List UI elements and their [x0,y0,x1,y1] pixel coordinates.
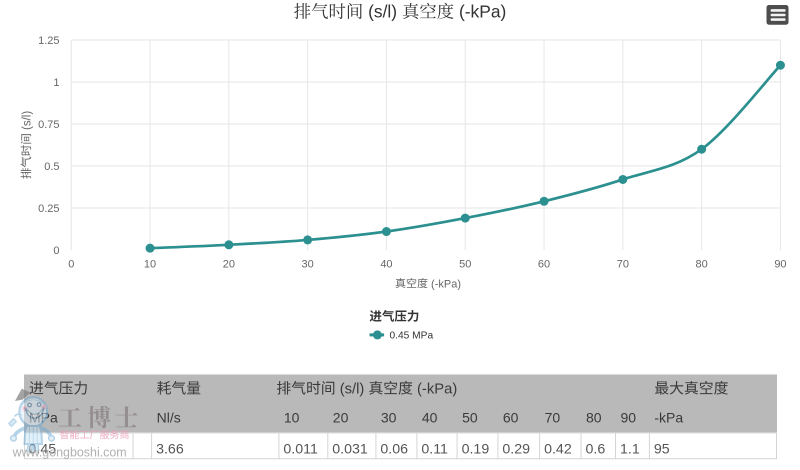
svg-text:(s/l): (s/l) [363,2,402,22]
svg-text:(-kPa): (-kPa) [413,381,457,397]
svg-text:1.25: 1.25 [38,35,59,47]
svg-text:0: 0 [53,245,59,257]
svg-text:0.11: 0.11 [421,441,448,457]
svg-text:0.19: 0.19 [462,441,490,457]
svg-text:70: 70 [617,258,629,270]
svg-text:(-kPa): (-kPa) [428,278,461,290]
svg-text:10: 10 [284,410,300,426]
svg-text:0.42: 0.42 [544,441,572,457]
svg-text:90: 90 [621,410,637,426]
svg-text:0.06: 0.06 [380,441,408,457]
svg-text:0.29: 0.29 [502,441,530,457]
svg-text:0: 0 [68,258,74,270]
svg-text:80: 80 [696,258,708,270]
svg-text:60: 60 [503,410,519,426]
svg-text:10: 10 [144,258,156,270]
svg-text:1.1: 1.1 [620,441,640,457]
svg-text:40: 40 [422,410,438,426]
svg-text:(s/l): (s/l) [21,111,33,134]
svg-text:-kPa: -kPa [654,410,683,426]
svg-text:70: 70 [545,410,561,426]
svg-text:0.6: 0.6 [586,441,606,457]
svg-text:Nl/s: Nl/s [157,410,181,426]
svg-text:20: 20 [333,410,349,426]
svg-text:40: 40 [380,258,392,270]
svg-text:20: 20 [223,258,235,270]
svg-text:90: 90 [774,258,786,270]
svg-text:(-kPa): (-kPa) [454,2,506,22]
svg-text:0.011: 0.011 [283,441,318,457]
svg-text:www.gongboshi.com: www.gongboshi.com [12,446,127,460]
svg-text:0.75: 0.75 [38,119,59,131]
svg-text:0.45 MPa: 0.45 MPa [390,331,434,342]
svg-text:(s/l): (s/l) [336,381,369,397]
svg-text:50: 50 [459,258,471,270]
svg-text:1: 1 [53,77,59,89]
svg-text:50: 50 [462,410,478,426]
svg-text:60: 60 [538,258,550,270]
svg-text:0.25: 0.25 [38,203,59,215]
svg-text:3.66: 3.66 [156,441,184,457]
svg-text:30: 30 [381,410,397,426]
svg-text:0.031: 0.031 [332,441,368,457]
svg-text:95: 95 [654,441,670,457]
svg-text:30: 30 [302,258,314,270]
svg-text:80: 80 [586,410,602,426]
svg-text:0.5: 0.5 [44,161,59,173]
